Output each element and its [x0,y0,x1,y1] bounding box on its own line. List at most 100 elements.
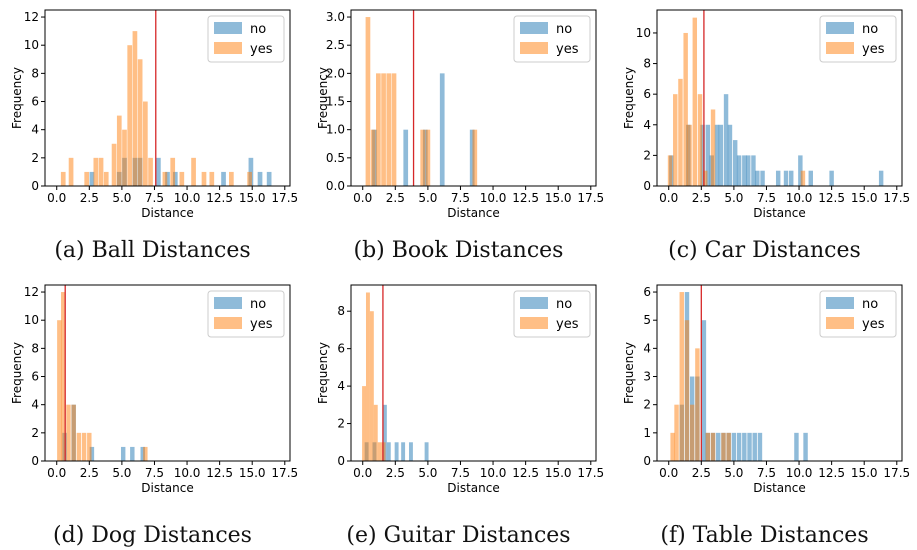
y-tick-label: 6 [337,342,345,356]
y-tick-label: 8 [31,341,39,355]
x-axis-label: Distance [141,481,193,495]
y-tick-label: 3.0 [326,10,345,24]
bar-no [746,155,751,186]
x-axis-label: Distance [447,481,499,495]
bar-no [89,446,95,461]
x-tick-label: 0.0 [353,191,372,205]
x-tick-label: 2.5 [386,466,405,480]
bar-yes [679,292,684,461]
bar-no [752,432,757,461]
x-tick-label: 10.0 [480,466,507,480]
y-tick-label: 4 [31,123,39,137]
legend-swatch-no [826,297,854,309]
y-tick-label: 4 [337,379,345,393]
bar-yes [420,129,426,186]
bar-yes [162,171,168,186]
caption-book: (b) Book Distances [353,238,564,263]
panel-car: 0.0 2.5 5.0 7.5 10.0 12.5 15.0 17.5 0 2 4 6 8 10 Dista… [612,0,917,275]
bar-yes [148,157,153,186]
bar-no [156,157,161,186]
bar-yes [381,442,386,461]
bar-no [257,171,263,186]
legend-swatch-no [214,297,242,309]
bar-no [705,124,711,186]
bar-no [798,155,803,186]
x-tick-label: 7.5 [757,191,776,205]
bar-yes [369,311,374,461]
bar-no [701,320,707,461]
legend-swatch-yes [214,42,242,54]
bar-no [755,170,760,186]
x-axis-label: Distance [753,206,805,220]
x-axis-label: Distance [141,206,193,220]
bar-no [742,155,747,186]
x-tick-label: 2.5 [386,191,405,205]
bar-yes [689,404,695,461]
bar-no [700,124,705,186]
bar-no [829,170,834,186]
axes-frame [44,9,291,187]
histogram-guitar: 0.0 2.5 5.0 7.5 10.0 12.5 15.0 17.5 0 2 4 6 8 Distanc… [316,284,604,495]
x-tick-label: 2.5 [692,466,711,480]
x-tick-label: 5.0 [724,466,743,480]
bar-no [736,155,742,186]
bar-yes [674,404,679,461]
x-tick-label: 0.0 [47,191,66,205]
y-tick-label: 6 [643,87,651,101]
bar-yes [247,171,252,186]
axes-frame [656,9,903,187]
x-tick-label: 7.5 [145,466,164,480]
legend-label-no: no [556,297,572,312]
bar-yes [362,386,366,461]
y-axis-label: Frequency [622,342,636,404]
bar-yes [87,432,92,461]
caption-car: (c) Car Distances [668,238,861,263]
y-tick-label: 2 [643,148,651,162]
bar-no [221,171,226,186]
bar-no [266,171,272,186]
y-tick-label: 0 [31,454,39,468]
bar-yes [472,129,478,186]
legend: no yes [819,290,897,338]
y-tick-label: 12 [24,285,39,299]
legend-swatch-no [520,297,548,309]
x-tick-label: 0.0 [659,191,678,205]
legend: no yes [513,15,591,63]
legend-swatch-yes [826,42,854,54]
bar-yes [425,129,431,186]
bar-no [408,442,413,461]
bar-no [424,442,429,461]
x-tick-label: 10.0 [174,466,201,480]
y-tick-label: 3 [643,370,651,384]
bar-yes [373,404,378,461]
bar-no [382,404,387,461]
bar-yes [667,155,673,186]
x-tick-label: 12.5 [512,466,539,480]
y-tick-label: 0 [337,454,345,468]
bar-yes [229,171,234,186]
x-tick-label: 15.0 [545,191,572,205]
y-tick-label: 1 [643,426,651,440]
bar-yes [673,94,678,186]
bar-yes [703,170,708,186]
x-tick-label: 12.5 [818,191,845,205]
x-tick-label: 17.5 [271,466,298,480]
bar-yes [692,17,698,187]
y-tick-label: 6 [643,285,651,299]
legend-label-no: no [556,22,572,37]
bar-no [718,124,724,186]
bar-yes [68,157,74,186]
bar-yes [71,404,76,461]
histogram-car: 0.0 2.5 5.0 7.5 10.0 12.5 15.0 17.5 0 2 4 6 8 10 Dista… [622,9,910,220]
bar-yes [84,171,90,186]
y-tick-label: 2.0 [326,66,345,80]
bar-no [751,155,756,186]
bar-yes [381,73,386,186]
bar-no [403,129,409,186]
y-tick-label: 6 [31,95,39,109]
panel-book: 0.0 2.5 5.0 7.5 10.0 12.5 15.0 17.5 0.0 0.5 1.0 1.5… [306,0,611,275]
axes-frame [350,284,597,462]
x-tick-label: 2.5 [692,191,711,205]
y-tick-label: 2 [337,417,345,431]
y-tick-label: 0 [31,179,39,193]
